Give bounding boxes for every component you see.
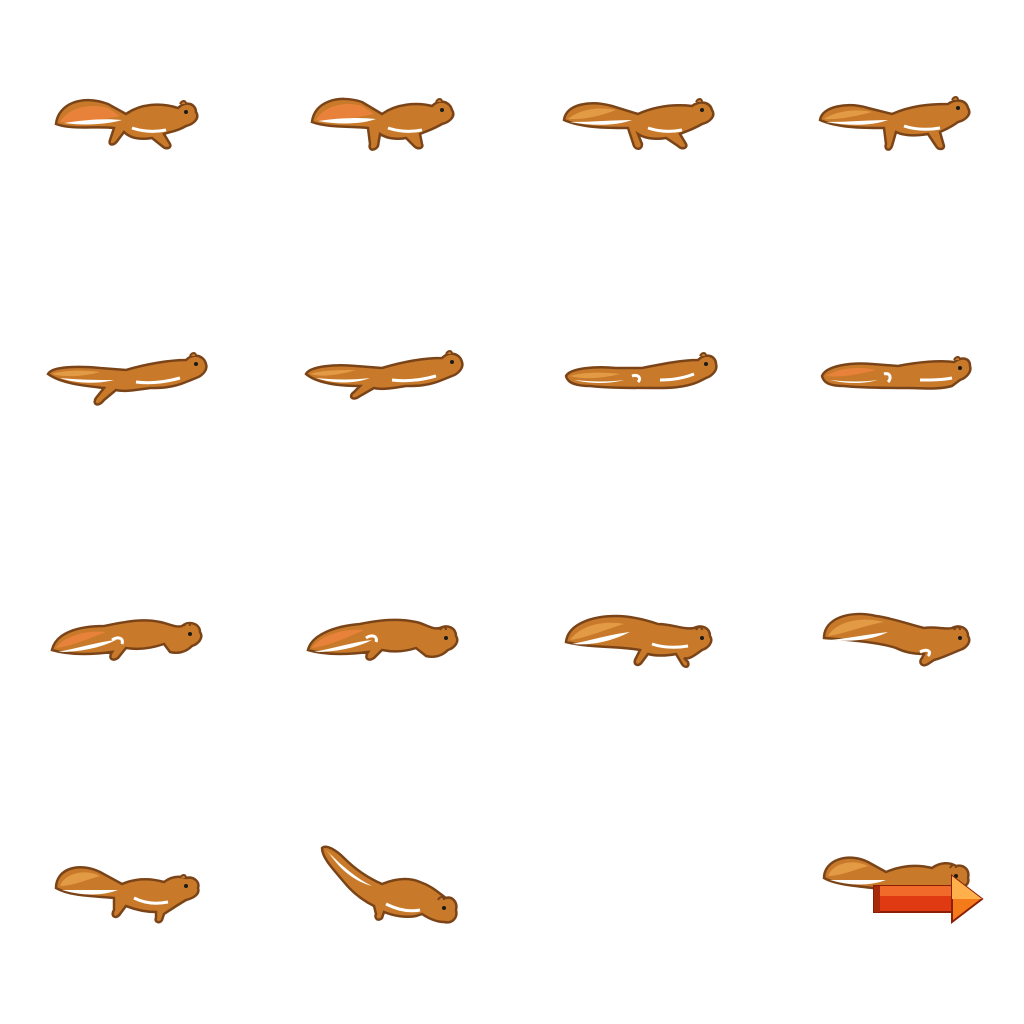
squirrel-sprite-icon — [304, 350, 464, 400]
squirrel-sprite-icon — [564, 352, 718, 390]
squirrel-sprite-icon — [564, 614, 713, 668]
sprite-frame-15-empty — [512, 768, 768, 1024]
sprite-frame-5 — [0, 256, 256, 512]
squirrel-sprite-icon — [46, 352, 208, 406]
squirrel-sprite-icon — [306, 618, 459, 661]
squirrel-sprite-icon — [310, 97, 455, 151]
squirrel-sprite-icon — [50, 619, 203, 661]
squirrel-sprite-icon — [562, 98, 715, 150]
sprite-frame-11 — [512, 512, 768, 768]
sprite-frame-4 — [768, 0, 1024, 256]
sprite-frame-7 — [512, 256, 768, 512]
squirrel-sprite-icon — [822, 612, 971, 667]
sprite-frame-14 — [256, 768, 512, 1024]
squirrel-sprite-icon — [320, 845, 458, 924]
arrow-icon — [873, 873, 984, 925]
sprite-frame-16 — [768, 768, 1024, 1024]
sprite-frame-12 — [768, 512, 1024, 768]
sprite-frame-13 — [0, 768, 256, 1024]
sprite-frame-6 — [256, 256, 512, 512]
squirrel-sprite-icon — [820, 356, 972, 390]
squirrel-sprite-icon — [54, 866, 200, 924]
sprite-frame-9 — [0, 512, 256, 768]
squirrel-sprite-icon — [818, 96, 971, 151]
sprite-frame-2 — [256, 0, 512, 256]
sprite-frame-3 — [512, 0, 768, 256]
sprite-frame-8 — [768, 256, 1024, 512]
squirrel-on-arrow-sprite-icon — [822, 856, 984, 925]
sprite-frame-1 — [0, 0, 256, 256]
sprite-frame-10 — [256, 512, 512, 768]
squirrel-sprite-icon — [54, 98, 199, 150]
